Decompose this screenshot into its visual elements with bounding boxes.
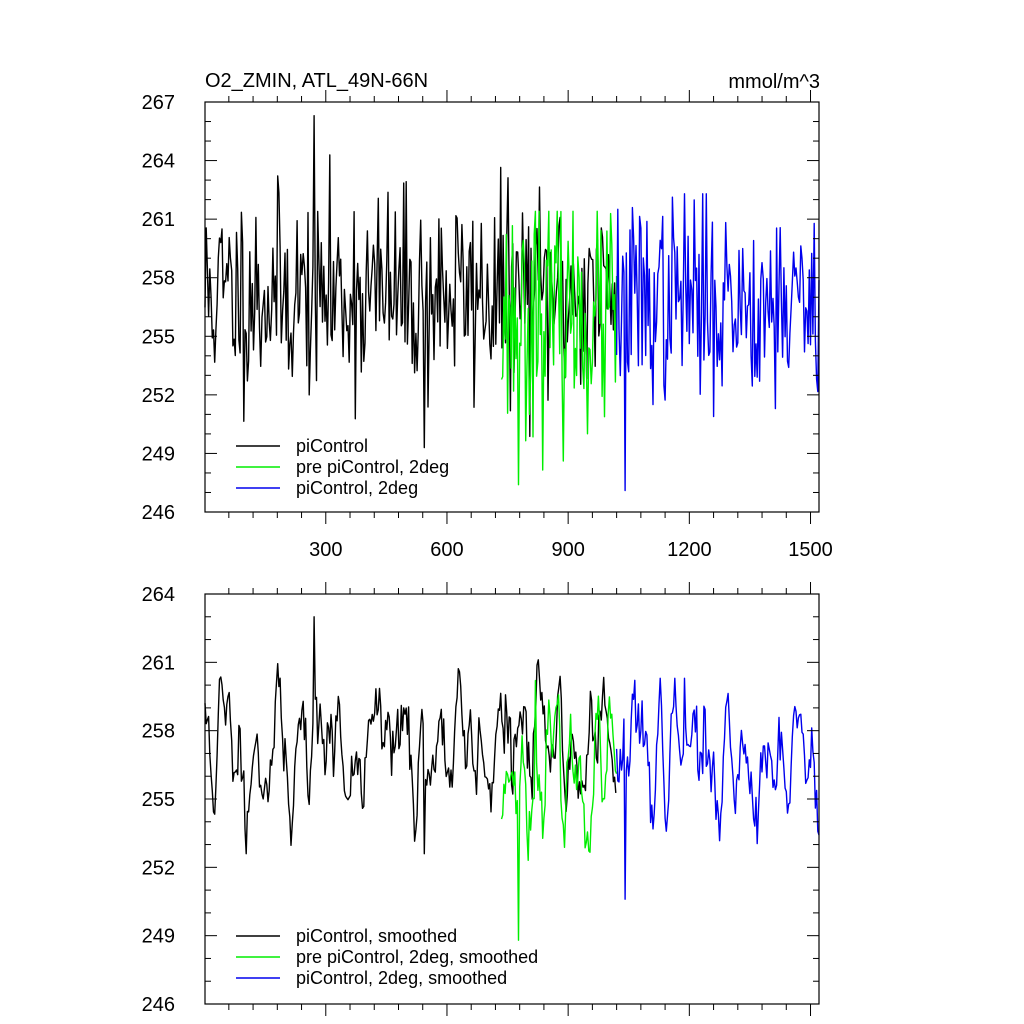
y-tick-label: 264 [142, 584, 175, 606]
bottom-panel: 246 249 252 255 258 261 264 piControl, smoothe… [142, 582, 820, 1016]
top-plot-frame [204, 101, 820, 513]
legend-label: piControl [296, 436, 368, 456]
legend-label: piControl, smoothed [296, 926, 457, 946]
series-line [500, 679, 618, 941]
legend-label: pre piControl, 2deg, smoothed [296, 947, 538, 967]
series-line [500, 210, 618, 486]
y-tick-label: 249 [142, 926, 175, 948]
x-tick-label: 900 [551, 539, 584, 561]
y-tick-label: 255 [142, 789, 175, 811]
y-tick-label: 246 [142, 502, 175, 524]
x-tick-label: 300 [309, 539, 342, 561]
y-tick-label: 249 [142, 443, 175, 465]
y-tick-label: 255 [142, 326, 175, 348]
y-tick-label: 252 [142, 857, 175, 879]
y-tick-label: 252 [142, 385, 175, 407]
y-tick-label: 261 [142, 652, 175, 674]
chart-title: O2_ZMIN, ATL_49N-66N [205, 70, 428, 92]
top-plot-lines [204, 115, 820, 492]
y-tick-label: 267 [142, 92, 175, 114]
x-tick-label: 1200 [667, 539, 712, 561]
legend-label: piControl, 2deg [296, 478, 418, 498]
legend-label: pre piControl, 2deg [296, 457, 449, 477]
legend-label: piControl, 2deg, smoothed [296, 968, 507, 988]
series-line [615, 193, 820, 492]
series-line [204, 115, 617, 449]
top-axes: 246 249 252 255 258 261 264 267 300 600 900 1200 150… [142, 90, 833, 561]
bottom-plot-lines [204, 616, 820, 941]
series-line [204, 616, 617, 855]
series-line [615, 677, 820, 900]
bottom-axes: 246 249 252 255 258 261 264 [142, 582, 819, 1016]
x-tick-label: 1500 [788, 539, 833, 561]
x-tick-label: 600 [430, 539, 463, 561]
y-tick-label: 246 [142, 994, 175, 1016]
units-label: mmol/m^3 [728, 71, 820, 93]
y-tick-label: 258 [142, 268, 175, 290]
y-tick-label: 264 [142, 151, 175, 173]
top-panel: O2_ZMIN, ATL_49N-66N mmol/m^3 2462492522… [142, 70, 833, 561]
y-tick-label: 258 [142, 721, 175, 743]
y-tick-label: 261 [142, 209, 175, 231]
